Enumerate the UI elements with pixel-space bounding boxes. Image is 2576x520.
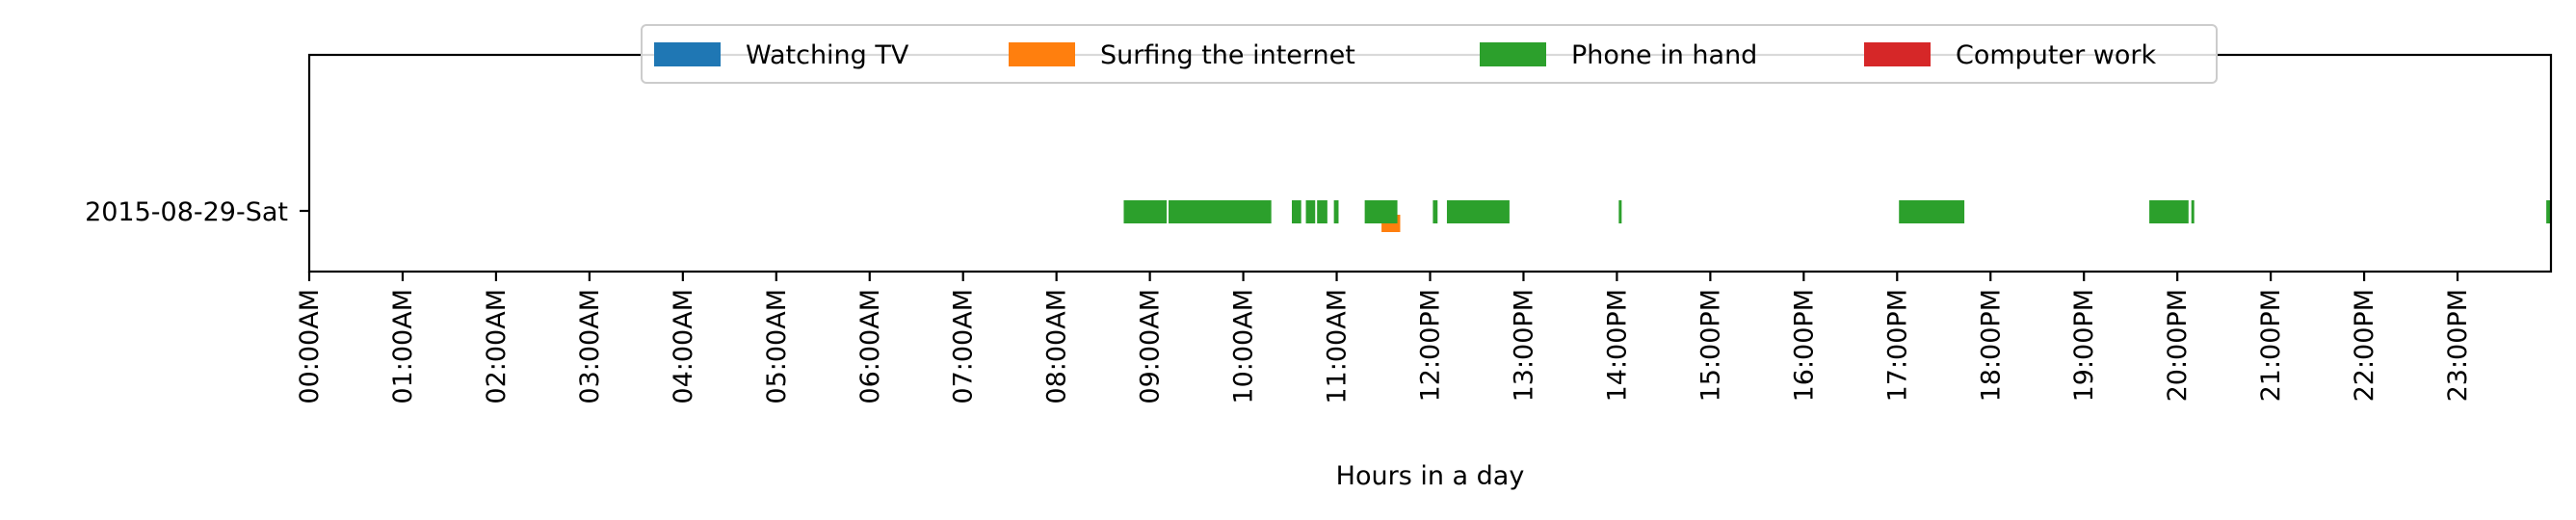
activity-bar <box>1169 200 1272 223</box>
x-tick-label: 15:00PM <box>1695 289 1725 402</box>
activity-bar <box>1292 200 1301 223</box>
plot-marks <box>1123 200 2551 232</box>
activity-bar <box>1364 200 1398 223</box>
legend-swatch <box>1009 42 1075 66</box>
x-tick-label: 23:00PM <box>2443 289 2473 402</box>
x-tick-label: 20:00PM <box>2163 289 2193 402</box>
activity-bar <box>1333 200 1339 223</box>
legend-label: Computer work <box>1956 40 2157 70</box>
x-tick-label: 10:00AM <box>1229 289 1259 404</box>
activity-bar <box>1433 200 1438 223</box>
row-label: 2015-08-29-Sat <box>85 197 288 227</box>
activity-bar <box>2191 200 2195 223</box>
x-tick-label: 12:00PM <box>1416 289 1446 402</box>
x-tick-label: 14:00PM <box>1602 289 1632 402</box>
x-tick-label: 07:00AM <box>949 289 979 404</box>
x-tick-label: 03:00AM <box>575 289 605 404</box>
activity-bar <box>2546 200 2551 223</box>
x-tick-label: 21:00PM <box>2256 289 2286 402</box>
x-tick-label: 02:00AM <box>482 289 512 404</box>
activity-bar <box>1123 200 1168 223</box>
legend-label: Phone in hand <box>1571 40 1757 70</box>
x-tick-label: 11:00AM <box>1323 289 1353 404</box>
x-tick-label: 22:00PM <box>2350 289 2379 402</box>
activity-bar <box>1618 200 1622 223</box>
activity-bar <box>1446 200 1510 223</box>
plot-frame <box>307 53 2553 273</box>
x-tick-label: 06:00AM <box>855 289 885 404</box>
legend: Watching TV Surfing the internet Phone in … <box>641 24 2218 84</box>
legend-swatch <box>654 42 721 66</box>
x-tick-label: 04:00AM <box>669 289 698 404</box>
activity-bar <box>1317 200 1327 223</box>
x-tick-label: 19:00PM <box>2069 289 2099 402</box>
activity-bar <box>1305 200 1316 223</box>
x-tick-label: 17:00PM <box>1882 289 1912 402</box>
x-tick-label: 08:00AM <box>1042 289 1072 404</box>
legend-label: Surfing the internet <box>1100 40 1355 70</box>
x-tick-label: 00:00AM <box>295 289 325 404</box>
x-axis-label: Hours in a day <box>1336 461 1525 491</box>
x-tick-label: 09:00AM <box>1136 289 1166 404</box>
x-tick-label: 18:00PM <box>1976 289 2006 402</box>
legend-swatch <box>1480 42 1546 66</box>
x-tick-label: 13:00PM <box>1509 289 1538 402</box>
activity-bar <box>1899 200 1965 223</box>
activity-bar <box>2149 200 2189 223</box>
legend-swatch <box>1864 42 1931 66</box>
x-tick-label: 05:00AM <box>762 289 792 404</box>
legend-label: Watching TV <box>746 40 909 70</box>
x-axis-ticks: 00:00AM 01:00AM 02:00AM 03:00AM 04:00AM 05:00… <box>295 209 2473 404</box>
x-tick-label: 16:00PM <box>1789 289 1819 402</box>
x-tick-label: 01:00AM <box>388 289 418 404</box>
legend-box <box>641 24 2218 84</box>
